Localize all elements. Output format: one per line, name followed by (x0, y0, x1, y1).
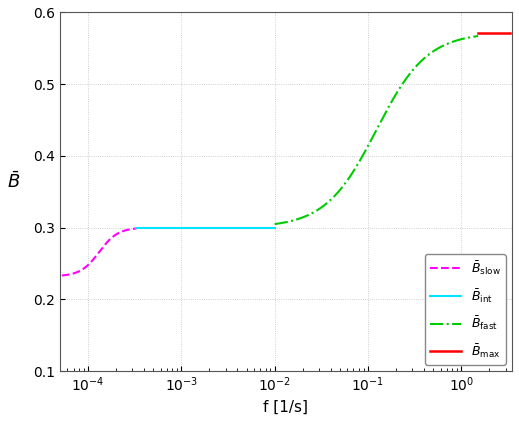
$\bar{B}_{\mathrm{fast}}$ (391, 94, 398, 99)
$\bar{B}_{\mathrm{slow}}$ (99, 246, 105, 251)
$\bar{B}_{\mathrm{slow}}$ (103, 241, 110, 246)
$\bar{B}_{\mathrm{fast}}$ (308, 211, 314, 216)
$\bar{B}_{\mathrm{fast}}$ (324, 200, 330, 206)
$\bar{B}_{\mathrm{fast}}$ (425, 53, 431, 58)
$\bar{B}_{\mathrm{slow}}$ (120, 229, 126, 234)
$\bar{B}_{\mathrm{max}}$ (507, 30, 513, 35)
$\bar{B}_{\mathrm{max}}$ (475, 30, 481, 35)
$\bar{B}_{\mathrm{fast}}$ (271, 222, 278, 227)
Line: $\bar{B}_{\mathrm{fast}}$: $\bar{B}_{\mathrm{fast}}$ (275, 36, 478, 224)
Line: $\bar{B}_{\mathrm{slow}}$: $\bar{B}_{\mathrm{slow}}$ (62, 228, 136, 276)
$\bar{B}_{\mathrm{int}}$ (271, 225, 278, 230)
Y-axis label: $\bar{B}$: $\bar{B}$ (7, 171, 20, 192)
$\bar{B}_{\mathrm{slow}}$ (133, 226, 140, 231)
$\bar{B}_{\mathrm{int}}$ (133, 225, 140, 230)
$\bar{B}_{\mathrm{slow}}$ (94, 252, 101, 257)
$\bar{B}_{\mathrm{fast}}$ (363, 146, 370, 151)
Legend: $\bar{B}_{\mathrm{slow}}$, $\bar{B}_{\mathrm{int}}$, $\bar{B}_{\mathrm{fast}}$, : $\bar{B}_{\mathrm{slow}}$, $\bar{B}_{\ma… (425, 254, 506, 365)
$\bar{B}_{\mathrm{slow}}$ (94, 252, 100, 257)
$\bar{B}_{\mathrm{fast}}$ (475, 33, 481, 38)
$\bar{B}_{\mathrm{slow}}$ (59, 273, 65, 278)
X-axis label: f [1/s]: f [1/s] (264, 400, 308, 415)
$\bar{B}_{\mathrm{slow}}$ (132, 226, 138, 231)
$\bar{B}_{\mathrm{fast}}$ (407, 70, 414, 76)
